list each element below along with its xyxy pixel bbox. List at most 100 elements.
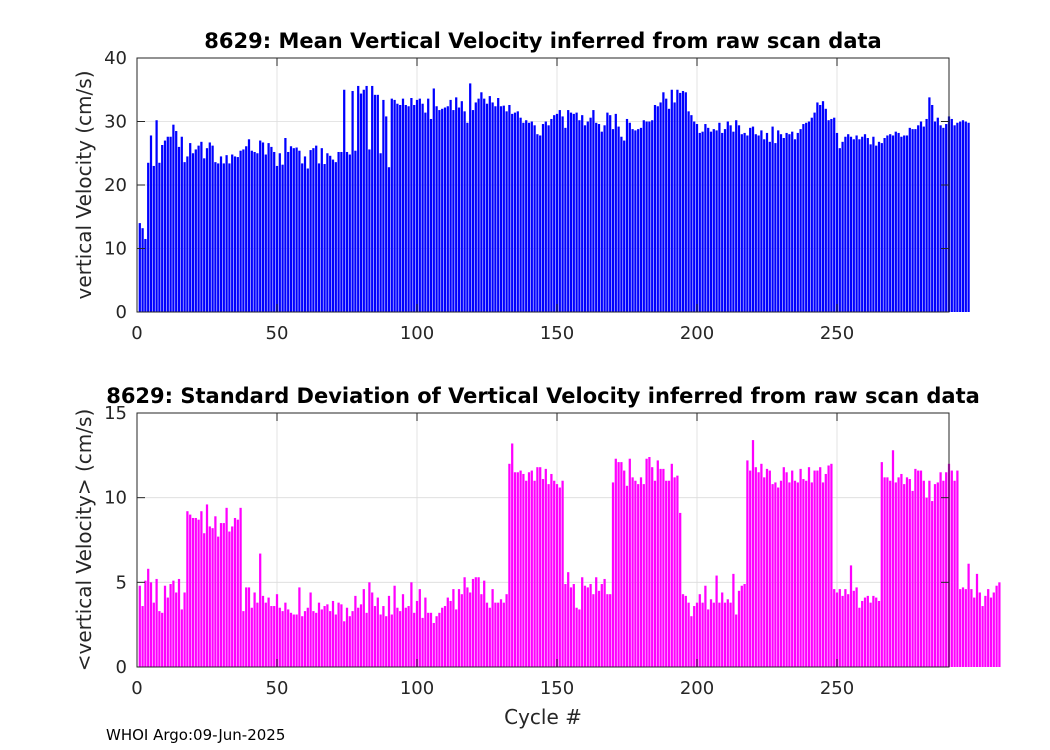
bar xyxy=(205,504,209,667)
bar xyxy=(387,595,391,667)
bar xyxy=(452,110,455,312)
bar xyxy=(539,135,542,312)
bar xyxy=(239,507,242,667)
bar xyxy=(175,592,178,667)
bar xyxy=(418,589,421,667)
ticks: 0 50 100 150 200 250 0 5 10 15 xyxy=(104,403,949,699)
bar xyxy=(623,470,626,667)
bar xyxy=(695,602,699,667)
x-tick-label: 150 xyxy=(540,323,574,344)
bar xyxy=(729,125,732,312)
bar xyxy=(564,584,567,667)
bar xyxy=(799,468,802,667)
bar xyxy=(242,149,245,312)
bar xyxy=(676,89,679,312)
bar xyxy=(298,587,301,667)
bar xyxy=(410,582,413,667)
bar xyxy=(245,146,248,312)
bar xyxy=(183,592,186,667)
bar-series xyxy=(138,440,1001,667)
bar xyxy=(989,597,993,667)
bar xyxy=(317,163,321,312)
bar xyxy=(676,475,679,667)
bar xyxy=(665,98,668,312)
bar xyxy=(550,118,553,313)
bar xyxy=(289,146,293,312)
bar xyxy=(427,612,430,667)
bar xyxy=(284,138,287,312)
x-tick-label: 200 xyxy=(680,678,714,699)
bar xyxy=(429,118,433,313)
bar xyxy=(239,150,242,312)
bar xyxy=(491,589,494,667)
bar xyxy=(295,614,298,667)
bar xyxy=(499,599,503,667)
bar xyxy=(278,607,281,667)
bar xyxy=(743,132,746,312)
y-axis-label: <vertical Velocity> (cm/s) xyxy=(72,409,96,672)
bar xyxy=(455,609,458,667)
y-tick-label: 0 xyxy=(116,657,127,678)
bar xyxy=(690,616,693,667)
bar xyxy=(841,141,844,312)
bar xyxy=(967,122,970,313)
bar xyxy=(345,607,349,667)
bar xyxy=(774,143,777,312)
bar xyxy=(774,482,777,667)
bar xyxy=(880,462,883,667)
bar xyxy=(368,582,371,667)
bar xyxy=(695,124,699,312)
bar xyxy=(953,125,956,312)
bar xyxy=(903,484,906,667)
bar xyxy=(373,606,377,667)
bar xyxy=(883,138,886,312)
bar xyxy=(634,130,637,312)
bar xyxy=(606,112,609,312)
bar xyxy=(189,143,192,312)
bar xyxy=(821,101,825,313)
bar xyxy=(589,117,592,312)
bar xyxy=(569,112,573,312)
bar xyxy=(180,609,183,667)
bar xyxy=(651,467,654,667)
bar xyxy=(928,480,931,667)
bar xyxy=(914,468,917,667)
bar xyxy=(497,98,500,312)
bar xyxy=(225,507,228,667)
bar xyxy=(267,597,270,667)
bar xyxy=(928,97,931,313)
bar xyxy=(911,129,914,312)
bar xyxy=(718,602,721,667)
bar xyxy=(925,497,928,667)
bar xyxy=(441,607,444,667)
bar xyxy=(158,162,161,312)
bar xyxy=(547,484,550,667)
bar xyxy=(362,89,365,312)
bar xyxy=(869,144,872,312)
bar xyxy=(303,611,307,667)
bar xyxy=(600,131,603,312)
bar xyxy=(917,470,920,667)
bar xyxy=(698,132,701,312)
bar xyxy=(261,142,265,312)
bar xyxy=(603,125,606,312)
bar xyxy=(987,589,990,667)
bar xyxy=(553,480,556,667)
bar xyxy=(415,99,419,312)
bar xyxy=(141,228,144,312)
bar xyxy=(639,477,643,667)
bar xyxy=(326,153,329,312)
bar xyxy=(880,143,883,312)
bar xyxy=(726,599,729,667)
bar xyxy=(457,589,461,667)
bar xyxy=(166,136,169,312)
bar xyxy=(816,102,819,312)
bar xyxy=(824,108,827,312)
bar xyxy=(284,602,287,667)
bar xyxy=(536,134,539,312)
bar xyxy=(877,141,881,312)
bar xyxy=(754,467,757,667)
bar xyxy=(292,614,295,667)
bar xyxy=(956,122,959,313)
bar xyxy=(939,125,942,312)
